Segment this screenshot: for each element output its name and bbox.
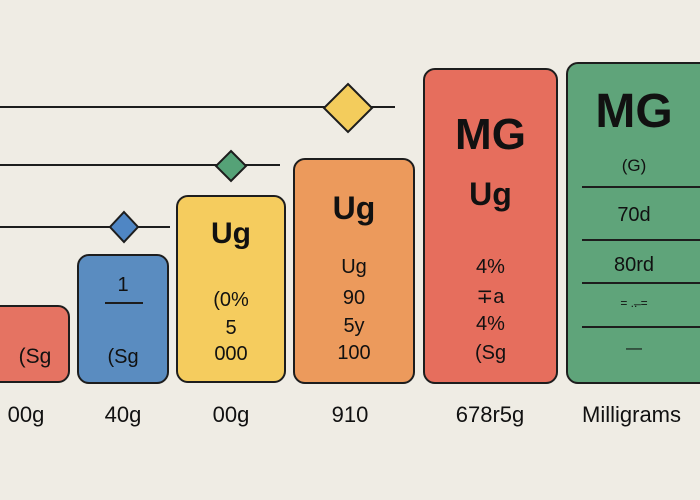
- card-orange-line1: Ug: [341, 256, 367, 278]
- card-orange-line4: 100: [337, 342, 371, 364]
- card-coral-line4: (Sg: [474, 342, 507, 364]
- bottom-label-1: 00g: [7, 402, 45, 427]
- diamond-marker-yellow: [322, 82, 374, 134]
- bottom-label-5: 678r5g: [455, 402, 525, 427]
- bottom-label-6: Milligrams: [582, 402, 681, 427]
- card-coral-subtitle: Ug: [469, 176, 512, 212]
- card-orange-line2: 90: [342, 287, 366, 309]
- card-green-line5: —: [626, 340, 642, 357]
- bottom-label-2: 40g: [104, 402, 142, 427]
- card-red-small: (Sg: [0, 305, 70, 383]
- card-blue-value: 1: [117, 274, 129, 296]
- bottom-label-3: 00g: [212, 402, 250, 427]
- card-coral: MG Ug 4% ∓a 4% (Sg: [423, 68, 558, 384]
- card-green-divider-2: [582, 239, 700, 241]
- diamond-marker-green: [214, 149, 248, 183]
- card-yellow-title: Ug: [211, 217, 251, 250]
- card-yellow: Ug (0% 5 000: [176, 195, 286, 383]
- card-red-small-text: (Sg: [18, 345, 52, 368]
- card-green-divider-4: [582, 326, 700, 328]
- diamond-marker-blue: [108, 210, 140, 244]
- card-orange: Ug Ug 90 5y 100: [293, 158, 415, 384]
- card-green-divider-1: [582, 186, 700, 188]
- card-green-line1: (G): [621, 156, 647, 175]
- card-green: MG (G) 70d 80rd = ..̶ = —: [566, 62, 700, 384]
- card-green-line4: = ..̶ =: [620, 296, 648, 310]
- card-green-title: MG: [595, 85, 673, 138]
- bottom-label-4: 910: [331, 402, 369, 427]
- card-coral-line2: ∓a: [476, 286, 505, 308]
- card-blue-text: (Sg: [107, 346, 139, 368]
- card-orange-line3: 5y: [343, 315, 365, 337]
- card-green-divider-3: [582, 282, 700, 284]
- card-green-line2: 70d: [617, 204, 651, 226]
- card-yellow-line3: 000: [214, 343, 248, 365]
- card-blue: 1 (Sg: [77, 254, 169, 384]
- card-yellow-line2: 5: [225, 317, 237, 339]
- card-blue-divider: [105, 302, 143, 304]
- card-coral-line1: 4%: [476, 256, 505, 278]
- card-coral-title: MG: [455, 110, 526, 159]
- card-green-line3: 80rd: [613, 254, 655, 276]
- card-coral-line3: 4%: [476, 313, 505, 335]
- card-yellow-line1: (0%: [213, 289, 249, 311]
- card-orange-title: Ug: [332, 190, 376, 226]
